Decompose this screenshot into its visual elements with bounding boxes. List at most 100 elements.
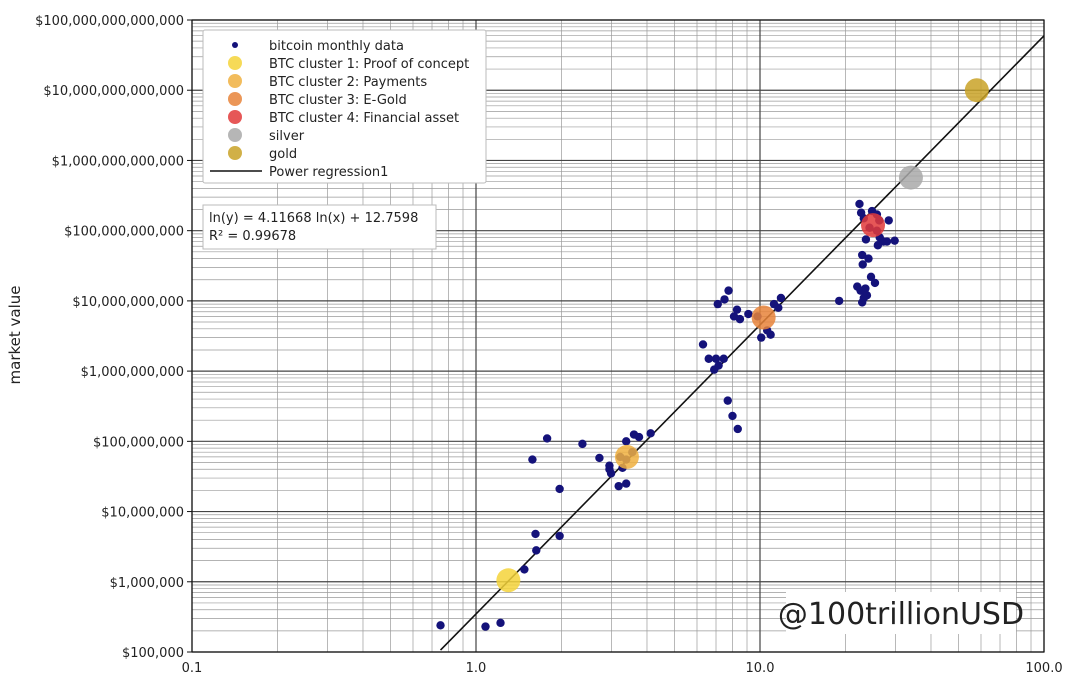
bitcoin-data-point (723, 396, 732, 405)
watermark-background (786, 592, 1016, 634)
bitcoin-data-point (834, 296, 844, 306)
equation-frame (202, 204, 437, 250)
bitcoin-data-point (724, 286, 733, 295)
bitcoin-data-point (776, 293, 786, 303)
legend-label: BTC cluster 4: Financial asset (269, 111, 459, 126)
y-tick-label: $10,000,000 (101, 506, 184, 521)
plot-frame (191, 19, 1045, 653)
grid-lines (191, 19, 1045, 653)
y-tick-label: $1,000,000,000 (81, 365, 184, 380)
bitcoin-data-point (774, 303, 783, 312)
regression-equation: ln(y) = 4.11668 ln(x) + 12.7598 (209, 211, 418, 226)
legend-marker (228, 128, 242, 142)
y-axis-title: market value (6, 286, 24, 385)
cluster-point (964, 78, 989, 103)
bitcoin-data-point (859, 293, 868, 303)
y-tick-label: $100,000 (122, 646, 184, 661)
bitcoin-data-point (866, 272, 876, 282)
bitcoin-data-point (622, 437, 631, 446)
legend-marker (228, 74, 242, 88)
legend-marker (232, 42, 238, 48)
bitcoin-data-point (622, 479, 631, 488)
data-points-layer (436, 78, 989, 631)
legend: bitcoin monthly data BTC cluster 1: Proof… (202, 29, 487, 184)
bitcoin-data-point (532, 546, 541, 555)
bitcoin-data-point (555, 484, 564, 494)
legend-marker (228, 92, 242, 106)
bitcoin-data-point (861, 284, 870, 293)
watermark: @100trillionUSD (778, 592, 1024, 634)
bitcoin-data-point (873, 241, 883, 250)
regression-equation-box: ln(y) = 4.11668 ln(x) + 12.7598 R² = 0.9… (202, 204, 437, 250)
cluster-point (751, 305, 776, 330)
y-tick-label: $100,000,000,000 (64, 225, 184, 240)
bitcoin-data-point (698, 340, 708, 349)
y-tick-label: $1,000,000 (110, 576, 184, 591)
bitcoin-data-point (882, 237, 892, 246)
regression-r-squared: R² = 0.99678 (209, 229, 296, 244)
bitcoin-data-point (646, 429, 655, 438)
bitcoin-data-point (858, 260, 867, 269)
cluster-point (898, 165, 923, 190)
bitcoin-data-point (634, 432, 644, 442)
legend-label: Power regression1 (269, 165, 388, 180)
legend-entries: bitcoin monthly data BTC cluster 1: Proof… (210, 39, 469, 180)
bitcoin-data-point (720, 295, 729, 304)
tick-labels: 0.1 1.0 10.0 100.0 $100,000 $1,000,000 $10,000… (35, 14, 1062, 676)
bitcoin-data-point (766, 330, 775, 339)
legend-label: silver (269, 129, 305, 144)
x-tick-label: 1.0 (466, 661, 487, 676)
bitcoin-data-point (555, 531, 564, 541)
regression-layer (439, 35, 1045, 651)
bitcoin-data-point (757, 333, 766, 342)
cluster-point (614, 444, 639, 469)
bitcoin-data-point (578, 439, 587, 449)
y-tick-label: $1,000,000,000,000 (52, 154, 184, 169)
axes-frame (191, 19, 1045, 653)
x-tick-label: 0.1 (182, 661, 203, 676)
bitcoin-data-point (436, 621, 445, 630)
bitcoin-data-point (711, 354, 721, 363)
bitcoin-data-point (744, 309, 753, 319)
cluster-point (496, 568, 521, 593)
bitcoin-data-point (614, 481, 623, 491)
bitcoin-data-point (595, 453, 604, 463)
bitcoin-data-point (496, 618, 505, 628)
legend-label: BTC cluster 1: Proof of concept (269, 57, 469, 72)
legend-frame (202, 29, 487, 184)
bitcoin-data-point (528, 455, 537, 464)
bitcoin-data-point (714, 361, 723, 370)
y-tick-label: $10,000,000,000 (72, 295, 184, 310)
y-tick-label: $100,000,000 (93, 435, 184, 450)
bitcoin-data-point (857, 250, 867, 260)
legend-label: BTC cluster 2: Payments (269, 75, 427, 90)
bitcoin-data-point (732, 305, 742, 314)
bitcoin-data-point (870, 278, 880, 288)
bitcoin-data-point (861, 235, 871, 244)
y-tick-label: $10,000,000,000,000 (43, 84, 184, 99)
y-tick-label: $100,000,000,000,000 (35, 14, 184, 29)
legend-marker (228, 110, 242, 124)
bitcoin-data-point (531, 529, 540, 539)
bitcoin-data-point (606, 469, 616, 478)
bitcoin-data-point (733, 424, 742, 434)
bitcoin-data-point (884, 216, 893, 225)
bitcoin-data-point (713, 299, 722, 309)
legend-label: bitcoin monthly data (269, 39, 404, 54)
bitcoin-data-point (542, 434, 552, 443)
cluster-point (861, 213, 886, 238)
legend-marker (228, 146, 242, 160)
bitcoin-data-point (520, 565, 529, 574)
bitcoin-data-point (719, 354, 728, 363)
bitcoin-data-point (735, 314, 745, 324)
bitcoin-data-point (728, 411, 737, 421)
legend-marker (228, 56, 242, 70)
x-tick-label: 100.0 (1025, 661, 1062, 676)
regression-line (439, 35, 1045, 651)
watermark-text: @100trillionUSD (778, 597, 1024, 632)
x-tick-label: 10.0 (746, 661, 775, 676)
legend-label: BTC cluster 3: E-Gold (269, 93, 407, 108)
legend-label: gold (269, 147, 297, 162)
bitcoin-data-point (890, 236, 899, 245)
